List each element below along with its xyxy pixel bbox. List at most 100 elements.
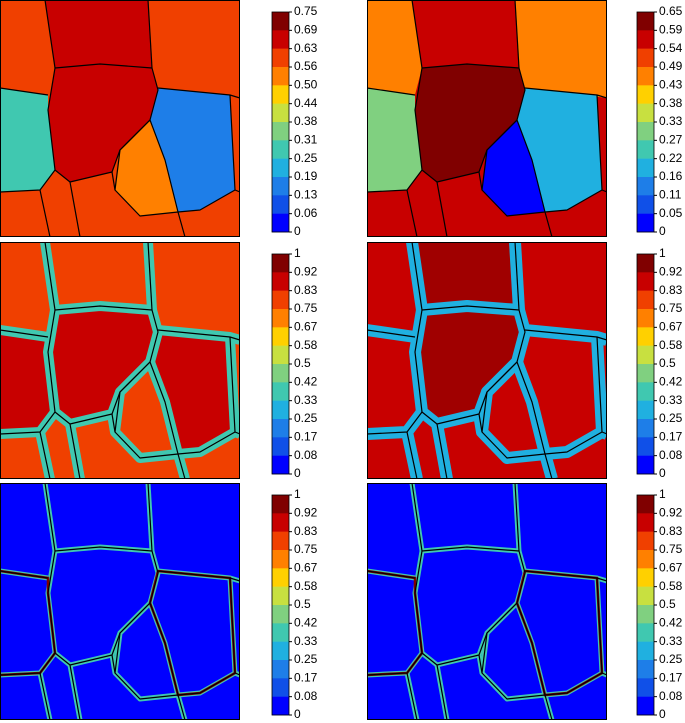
colorbar-band xyxy=(637,158,654,178)
colorbar-band xyxy=(272,309,289,328)
colorbar-label: 0.27 xyxy=(659,133,683,147)
colorbar-label: 0.75 xyxy=(659,542,683,556)
colorbar-label: 0.22 xyxy=(659,151,683,165)
colorbar-band xyxy=(272,290,289,310)
colorbar-band xyxy=(272,550,289,569)
colorbar-band xyxy=(637,364,654,383)
boundary xyxy=(177,694,186,720)
colorbar-band xyxy=(637,122,654,141)
grain xyxy=(48,306,158,424)
colorbar-label: 0.92 xyxy=(659,506,683,520)
grain xyxy=(412,483,519,551)
boundary xyxy=(406,672,418,720)
boundary xyxy=(114,602,179,700)
colorbar-band xyxy=(272,696,289,716)
colorbar-label: 0.49 xyxy=(659,59,683,73)
boundary xyxy=(111,413,116,433)
colorbar-band xyxy=(272,437,289,456)
grain xyxy=(482,603,545,699)
colorbar-band xyxy=(637,67,654,86)
grain xyxy=(48,547,158,665)
field xyxy=(367,0,607,237)
field xyxy=(367,483,607,720)
grain xyxy=(367,571,422,675)
colorbar-label: 0.75 xyxy=(294,301,318,315)
colorbar-band xyxy=(637,309,654,328)
colorbar-label: 0.5 xyxy=(659,597,676,611)
boundary xyxy=(39,431,51,479)
boundary xyxy=(514,483,520,552)
colorbar-label: 0.33 xyxy=(659,393,683,407)
grain xyxy=(412,242,519,310)
colorbar-band xyxy=(637,550,654,569)
colorbar-label: 0.42 xyxy=(294,616,318,630)
colorbar-band xyxy=(272,158,289,178)
boundary xyxy=(44,242,56,311)
colorbar-band xyxy=(637,103,654,123)
colorbar-label: 0.25 xyxy=(659,652,683,666)
colorbar-label: 0.19 xyxy=(294,169,318,183)
grain xyxy=(48,64,158,182)
colorbar-label: 0.43 xyxy=(659,78,683,92)
colorbar-band xyxy=(272,364,289,383)
colorbar-band xyxy=(637,437,654,456)
colorbar-label: 0.83 xyxy=(659,283,683,297)
boundary xyxy=(44,0,56,69)
panel xyxy=(0,0,240,237)
boundary xyxy=(114,361,179,459)
colorbar-band xyxy=(637,678,654,697)
colorbar-label: 0.13 xyxy=(294,188,318,202)
colorbar-band xyxy=(272,605,289,624)
colorbar-band xyxy=(272,12,289,31)
boundary xyxy=(367,87,416,96)
field xyxy=(0,483,240,720)
boundary xyxy=(436,664,448,720)
boundary xyxy=(436,181,448,237)
panel-frame xyxy=(367,483,607,720)
boundary xyxy=(39,189,51,237)
boundary xyxy=(177,336,236,455)
colorbar-band xyxy=(272,513,289,532)
boundary xyxy=(147,0,153,69)
colorbar-label: 0.58 xyxy=(294,579,318,593)
colorbar-band xyxy=(637,568,654,587)
boundary xyxy=(111,654,116,674)
grain xyxy=(45,0,152,68)
boundary xyxy=(177,94,236,213)
grain xyxy=(415,547,525,665)
colorbar-band xyxy=(637,495,654,514)
boundary xyxy=(481,119,546,217)
colorbar-band xyxy=(637,12,654,31)
colorbar-band xyxy=(272,177,289,196)
colorbar-label: 0.08 xyxy=(294,448,318,462)
colorbar-label: 0.17 xyxy=(294,671,318,685)
grain xyxy=(45,242,152,310)
panel-frame xyxy=(0,242,240,479)
colorbar-label: 0.50 xyxy=(294,78,318,92)
boundary xyxy=(544,94,603,213)
grain xyxy=(367,330,422,434)
colorbar-label: 0 xyxy=(294,224,301,238)
colorbar-band xyxy=(637,660,654,679)
colorbar-label: 0.25 xyxy=(294,411,318,425)
boundary xyxy=(177,211,186,237)
boundary xyxy=(114,119,179,217)
colorbar-label: 0.83 xyxy=(659,524,683,538)
boundary xyxy=(544,694,553,720)
colorbar-label: 0.59 xyxy=(659,23,683,37)
colorbar-band xyxy=(637,419,654,438)
colorbar-label: 0 xyxy=(659,466,666,480)
boundary xyxy=(0,87,49,96)
boundary xyxy=(44,483,56,552)
colorbar-band xyxy=(272,85,289,104)
grain xyxy=(0,571,55,675)
grain xyxy=(412,0,519,68)
boundary xyxy=(478,654,483,674)
colorbar-band xyxy=(637,531,654,551)
colorbar-label: 0 xyxy=(294,707,301,721)
colorbar-band xyxy=(272,400,289,420)
colorbar-band xyxy=(272,30,289,49)
colorbar-band xyxy=(637,177,654,196)
colorbar-band xyxy=(272,568,289,587)
